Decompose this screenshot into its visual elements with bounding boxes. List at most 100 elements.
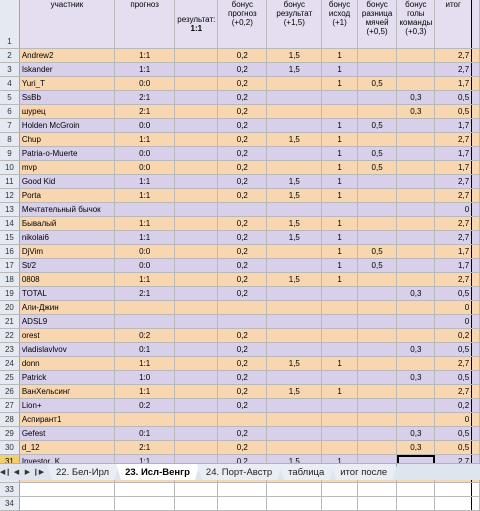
empty-cell[interactable] [471,258,480,273]
bonus-outcome-cell[interactable]: 1 [321,216,358,231]
participant-cell[interactable]: ADSL9 [19,314,116,329]
participant-cell[interactable]: шурец [19,104,116,119]
row-header[interactable]: 17 [0,258,20,273]
empty-cell[interactable] [471,202,480,217]
bonus-diff-cell[interactable] [357,482,398,497]
total-cell[interactable]: 0 [434,314,473,329]
bonus-goals-cell[interactable] [396,118,436,133]
row-header[interactable]: 18 [0,272,20,287]
bonus-outcome-cell[interactable]: 1 [321,146,358,161]
bonus-forecast-cell[interactable] [217,412,268,427]
bonus-forecast-cell[interactable]: 0,2 [217,188,268,203]
participant-cell[interactable]: DjVim [19,244,116,259]
participant-cell[interactable]: Chup [19,132,116,147]
participant-cell[interactable]: Patrick [19,370,116,385]
result-cell[interactable] [174,496,219,511]
participant-cell[interactable]: nikolai6 [19,230,116,245]
row-header[interactable]: 10 [0,160,20,175]
participant-cell[interactable]: Аспирант1 [19,412,116,427]
bonus-diff-cell[interactable]: 0,5 [357,118,398,133]
bonus-diff-cell[interactable]: 0,5 [357,244,398,259]
header-result[interactable]: результат: 1:1 [174,0,219,49]
result-cell[interactable] [174,300,219,315]
bonus-forecast-cell[interactable]: 0,2 [217,146,268,161]
row-header[interactable]: 9 [0,146,20,161]
total-cell[interactable]: 1,7 [434,118,473,133]
empty-cell[interactable] [471,174,480,189]
bonus-outcome-cell[interactable]: 1 [321,76,358,91]
bonus-forecast-cell[interactable] [217,314,268,329]
participant-cell[interactable] [19,496,116,511]
participant-cell[interactable]: Али-Джин [19,300,116,315]
forecast-cell[interactable]: 2:1 [114,90,176,105]
bonus-forecast-cell[interactable]: 0,2 [217,118,268,133]
result-cell[interactable] [174,370,219,385]
bonus-outcome-cell[interactable] [321,398,358,413]
bonus-outcome-cell[interactable]: 1 [321,244,358,259]
empty-cell[interactable] [471,76,480,91]
bonus-outcome-cell[interactable] [321,370,358,385]
bonus-outcome-cell[interactable]: 1 [321,174,358,189]
forecast-cell[interactable]: 2:1 [114,440,176,455]
bonus-forecast-cell[interactable]: 0,2 [217,384,268,399]
row-header[interactable]: 22 [0,328,20,343]
row-header[interactable]: 15 [0,230,20,245]
bonus-outcome-cell[interactable] [321,482,358,497]
bonus-forecast-cell[interactable]: 0,2 [217,62,268,77]
empty-cell[interactable] [471,0,480,49]
total-cell[interactable]: 0 [434,202,473,217]
row-header[interactable]: 21 [0,314,20,329]
total-cell[interactable]: 2,7 [434,356,473,371]
bonus-forecast-cell[interactable]: 0,2 [217,104,268,119]
bonus-outcome-cell[interactable] [321,342,358,357]
header-total[interactable]: итог [434,0,473,49]
empty-cell[interactable] [471,272,480,287]
row-header[interactable]: 4 [0,76,20,91]
total-cell[interactable]: 2,7 [434,216,473,231]
row-header[interactable]: 30 [0,440,20,455]
bonus-forecast-cell[interactable] [217,482,268,497]
row-header[interactable]: 29 [0,426,20,441]
bonus-result-cell[interactable]: 1,5 [266,174,323,189]
bonus-goals-cell[interactable] [396,188,436,203]
bonus-outcome-cell[interactable]: 1 [321,62,358,77]
participant-cell[interactable]: St/2 [19,258,116,273]
result-cell[interactable] [174,48,219,63]
participant-cell[interactable]: Iskander [19,62,116,77]
bonus-result-cell[interactable] [266,342,323,357]
row-header[interactable]: 28 [0,412,20,427]
participant-cell[interactable]: Porta [19,188,116,203]
row-header[interactable]: 5 [0,90,20,105]
row-header[interactable]: 7 [0,118,20,133]
bonus-result-cell[interactable]: 1,5 [266,188,323,203]
total-cell[interactable]: 1,7 [434,146,473,161]
bonus-forecast-cell[interactable]: 0,2 [217,398,268,413]
bonus-result-cell[interactable] [266,258,323,273]
result-cell[interactable] [174,482,219,497]
bonus-result-cell[interactable] [266,370,323,385]
participant-cell[interactable] [19,482,116,497]
prev-sheet-icon[interactable]: ◀ [13,469,20,476]
empty-cell[interactable] [471,90,480,105]
bonus-goals-cell[interactable]: 0,3 [396,90,436,105]
bonus-forecast-cell[interactable]: 0,2 [217,90,268,105]
row-header[interactable]: 33 [0,482,20,497]
forecast-cell[interactable]: 1:0 [114,370,176,385]
bonus-diff-cell[interactable] [357,314,398,329]
bonus-diff-cell[interactable] [357,412,398,427]
bonus-goals-cell[interactable] [396,146,436,161]
bonus-forecast-cell[interactable]: 0,2 [217,440,268,455]
total-cell[interactable]: 2,7 [434,174,473,189]
bonus-goals-cell[interactable] [396,300,436,315]
result-cell[interactable] [174,62,219,77]
forecast-cell[interactable]: 0:2 [114,328,176,343]
bonus-diff-cell[interactable] [357,62,398,77]
row-header[interactable]: 16 [0,244,20,259]
forecast-cell[interactable] [114,482,176,497]
bonus-goals-cell[interactable] [396,160,436,175]
bonus-result-cell[interactable] [266,202,323,217]
result-cell[interactable] [174,76,219,91]
forecast-cell[interactable]: 1:1 [114,230,176,245]
bonus-outcome-cell[interactable] [321,90,358,105]
